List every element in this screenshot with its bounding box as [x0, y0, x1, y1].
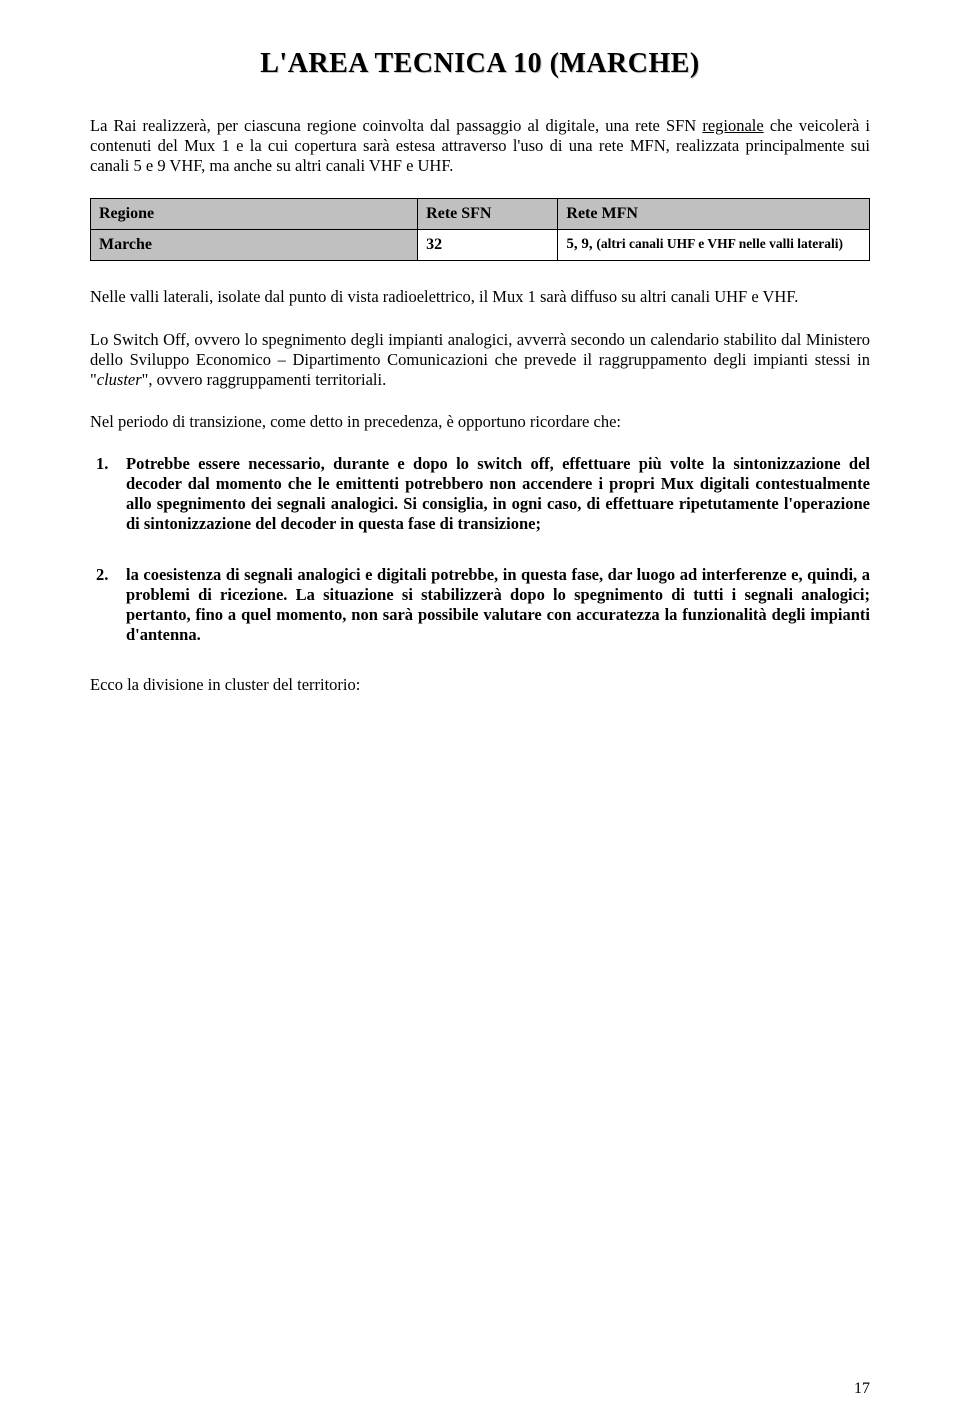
switch-paragraph: Lo Switch Off, ovvero lo spegnimento deg… [90, 330, 870, 390]
th-rete-mfn: Rete MFN [558, 199, 870, 230]
th-rete-sfn: Rete SFN [418, 199, 558, 230]
numbered-list: 1. Potrebbe essere necessario, durante e… [90, 454, 870, 645]
list-item-2: 2. la coesistenza di segnali analogici e… [90, 565, 870, 646]
td-mfn: 5, 9, (altri canali UHF e VHF nelle vall… [558, 230, 870, 261]
th-regione: Regione [91, 199, 418, 230]
valli-paragraph: Nelle valli laterali, isolate dal punto … [90, 287, 870, 307]
mfn-pre: 5, 9, [566, 236, 596, 252]
table-row: Marche 32 5, 9, (altri canali UHF e VHF … [91, 230, 870, 261]
region-table: Regione Rete SFN Rete MFN Marche 32 5, 9… [90, 198, 870, 261]
intro-underline: regionale [702, 116, 763, 135]
item2-mid: . [283, 585, 295, 604]
page-title: L'AREA TECNICA 10 (MARCHE) [90, 48, 870, 80]
ecco-paragraph: Ecco la divisione in cluster del territo… [90, 675, 870, 695]
list-marker-2: 2. [96, 565, 108, 585]
intro-pre: La Rai realizzerà, per ciascuna regione … [90, 116, 702, 135]
td-sfn: 32 [418, 230, 558, 261]
list-item-1: 1. Potrebbe essere necessario, durante e… [90, 454, 870, 535]
switch-italic: cluster [97, 370, 142, 389]
transizione-paragraph: Nel periodo di transizione, come detto i… [90, 412, 870, 432]
list-marker-1: 1. [96, 454, 108, 474]
mfn-detail: (altri canali UHF e VHF nelle valli late… [596, 236, 843, 251]
page-number: 17 [854, 1380, 870, 1398]
table-header-row: Regione Rete SFN Rete MFN [91, 199, 870, 230]
td-region: Marche [91, 230, 418, 261]
intro-paragraph: La Rai realizzerà, per ciascuna regione … [90, 116, 870, 176]
switch-post: ", ovvero raggruppamenti territoriali. [142, 370, 387, 389]
